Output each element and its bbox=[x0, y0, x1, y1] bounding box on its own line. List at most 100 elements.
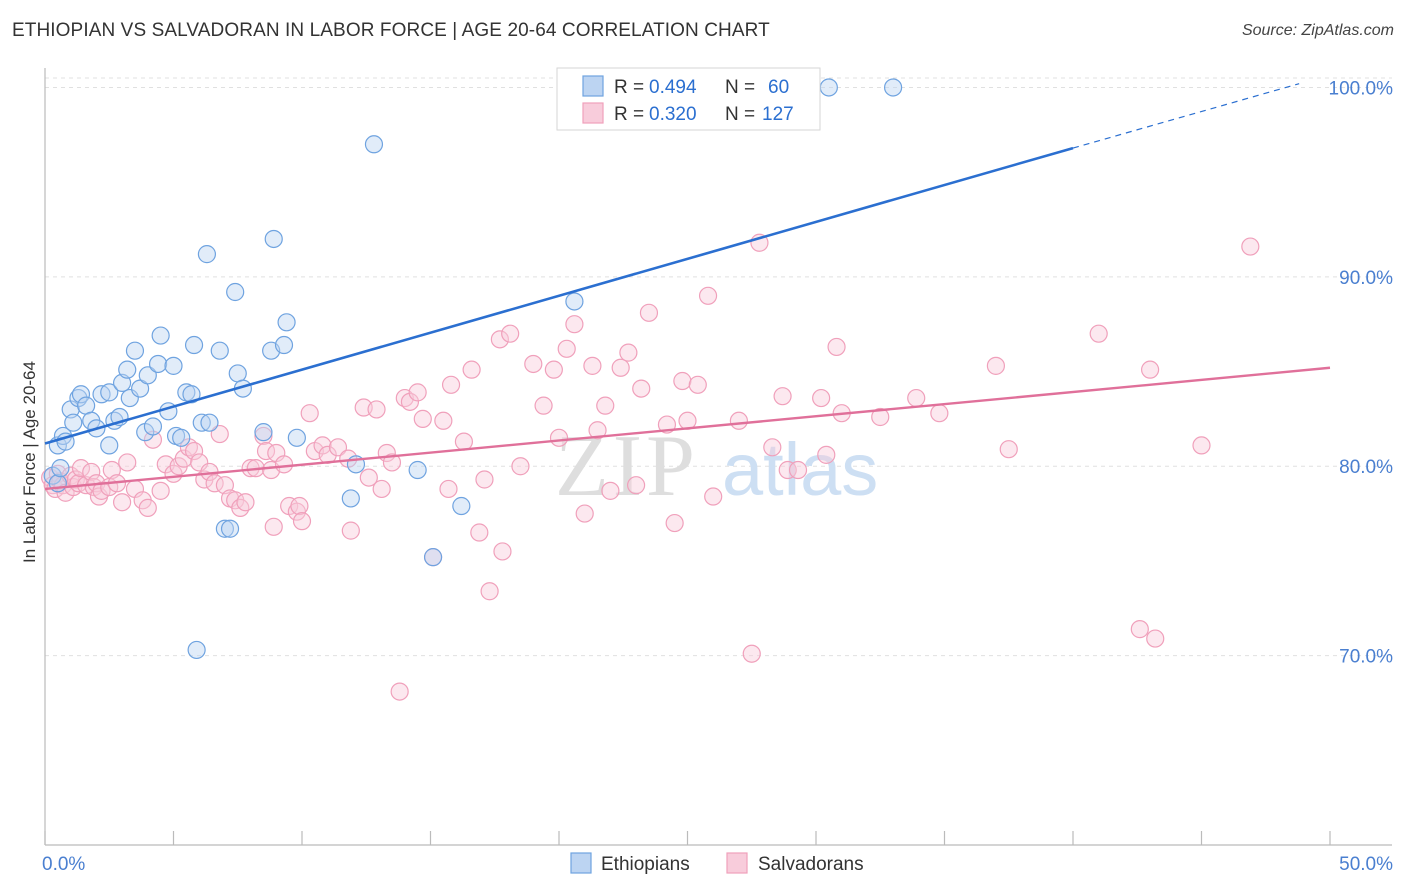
y-tick-label-90: 90.0% bbox=[1339, 268, 1393, 289]
salvadoran-point-109 bbox=[704, 487, 723, 506]
salvadoran-point-21 bbox=[112, 493, 132, 512]
salvadoran-point-56 bbox=[300, 404, 319, 423]
stats-n-label-pink: N = bbox=[725, 104, 755, 125]
salvadoran-point-26 bbox=[143, 430, 163, 449]
salvadoran-point-11 bbox=[71, 459, 91, 478]
salvadoran-point-78 bbox=[454, 432, 474, 451]
salvadoran-point-64 bbox=[359, 468, 378, 487]
stats-n-value-blue: 60 bbox=[768, 77, 789, 98]
stats-legend-swatch-blue bbox=[582, 75, 604, 97]
ethiopian-point-43 bbox=[228, 364, 247, 383]
salvadoran-point-101 bbox=[632, 379, 651, 398]
ethiopian-point-56 bbox=[452, 496, 471, 516]
ethiopian-point-35 bbox=[187, 640, 206, 660]
ethiopian-point-19 bbox=[118, 360, 137, 379]
salvadoran-point-102 bbox=[639, 303, 659, 322]
salvadoran-point-130 bbox=[1192, 436, 1211, 455]
series-legend: Ethiopians Salvadorans bbox=[570, 852, 864, 875]
salvadoran-point-123 bbox=[930, 404, 949, 423]
ethiopian-point-51 bbox=[341, 489, 360, 508]
axes-layer bbox=[44, 68, 1392, 846]
ethiopian-point-34 bbox=[184, 335, 204, 355]
salvadoran-point-82 bbox=[480, 582, 499, 601]
salvadoran-point-105 bbox=[673, 371, 692, 391]
ethiopian-point-40 bbox=[215, 519, 234, 538]
salvadoran-point-31 bbox=[174, 449, 193, 468]
salvadoran-point-115 bbox=[778, 460, 797, 480]
salvadoran-point-111 bbox=[742, 644, 761, 663]
ethiopian-point-27 bbox=[151, 326, 170, 345]
salvadoran-point-131 bbox=[1241, 237, 1260, 256]
salvadoran-point-68 bbox=[382, 453, 402, 472]
salvadoran-point-104 bbox=[665, 513, 684, 533]
x-tick-label-50: 50.0% bbox=[1339, 854, 1393, 875]
salvadoran-point-93 bbox=[575, 504, 594, 523]
salvadoran-point-69 bbox=[390, 682, 409, 701]
salvadoran-point-71 bbox=[400, 392, 420, 411]
salvadoran-point-85 bbox=[501, 324, 520, 343]
ethiopian-point-49 bbox=[277, 313, 296, 332]
salvadoran-point-91 bbox=[557, 339, 576, 358]
ethiopian-point-29 bbox=[164, 356, 183, 375]
salvadoran-point-84 bbox=[493, 542, 512, 561]
ethiopian-point-2 bbox=[51, 459, 70, 478]
stats-legend: R = 0.494 N = 60 R = 0.320 N = 127 bbox=[556, 67, 821, 131]
axis-labels: 70.0% 80.0% 90.0% 100.0% 0.0% 50.0% In Labor F… bbox=[20, 78, 1393, 875]
salvadoran-point-121 bbox=[871, 407, 890, 427]
stats-r-label-pink: R = bbox=[614, 104, 644, 125]
salvadoran-point-97 bbox=[601, 481, 620, 500]
salvadoran-point-27 bbox=[151, 481, 170, 500]
salvadoran-point-94 bbox=[583, 356, 602, 375]
ethiopian-point-55 bbox=[423, 548, 443, 567]
salvadoran-point-129 bbox=[1146, 629, 1165, 648]
ethiopian-point-33 bbox=[182, 385, 201, 404]
stats-r-label-blue: R = bbox=[614, 77, 644, 98]
salvadoran-point-75 bbox=[434, 411, 453, 430]
ethiopian-point-58 bbox=[819, 78, 838, 97]
ethiopian-point-50 bbox=[287, 428, 306, 447]
ethiopian-point-25 bbox=[143, 417, 163, 436]
salvadoran-point-108 bbox=[698, 286, 718, 305]
salvadoran-point-60 bbox=[328, 438, 348, 457]
ethiopian-point-31 bbox=[172, 428, 191, 447]
ethiopian-point-7 bbox=[64, 413, 83, 432]
salvadoran-point-98 bbox=[611, 358, 630, 377]
salvadoran-point-25 bbox=[138, 498, 157, 517]
salvadoran-point-114 bbox=[773, 387, 792, 406]
salvadoran-point-110 bbox=[729, 411, 749, 430]
salvadoran-point-118 bbox=[817, 445, 836, 464]
salvadoran-point-125 bbox=[999, 440, 1018, 459]
ethiopian-point-41 bbox=[220, 519, 240, 538]
salvadoran-point-99 bbox=[619, 343, 638, 362]
salvadoran-point-124 bbox=[986, 356, 1006, 375]
y-tick-label-80: 80.0% bbox=[1339, 457, 1393, 478]
salvadoran-point-33 bbox=[184, 441, 204, 461]
ethiopian-point-54 bbox=[408, 460, 427, 480]
watermark-zip: ZIP bbox=[555, 418, 699, 515]
salvadoran-point-126 bbox=[1089, 324, 1108, 343]
y-tick-label-70: 70.0% bbox=[1339, 647, 1393, 668]
salvadoran-point-87 bbox=[524, 354, 543, 374]
ethiopian-point-10 bbox=[77, 396, 96, 415]
salvadoran-point-43 bbox=[236, 493, 255, 512]
ethiopian-points bbox=[43, 78, 903, 660]
salvadoran-point-62 bbox=[341, 521, 360, 540]
y-axis-title: In Labor Force | Age 20-64 bbox=[20, 361, 39, 563]
salvadoran-point-42 bbox=[231, 498, 250, 517]
salvadoran-point-49 bbox=[264, 517, 283, 536]
source-label: Source: ZipAtlas.com bbox=[1241, 22, 1394, 39]
salvadoran-point-96 bbox=[596, 396, 615, 415]
y-tick-label-100: 100.0% bbox=[1329, 78, 1394, 99]
salvadoran-point-65 bbox=[367, 400, 386, 419]
legend-label-ethiopians: Ethiopians bbox=[601, 854, 690, 875]
salvadoran-point-107 bbox=[688, 375, 707, 394]
ethiopian-trend-line bbox=[44, 146, 1074, 445]
trend-lines bbox=[44, 83, 1331, 491]
salvadoran-point-80 bbox=[470, 523, 489, 542]
ethiopian-point-42 bbox=[226, 282, 245, 302]
ethiopian-point-48 bbox=[274, 335, 294, 355]
legend-swatch-ethiopians bbox=[570, 852, 592, 874]
salvadoran-point-83 bbox=[490, 330, 509, 349]
salvadoran-point-76 bbox=[439, 479, 458, 499]
